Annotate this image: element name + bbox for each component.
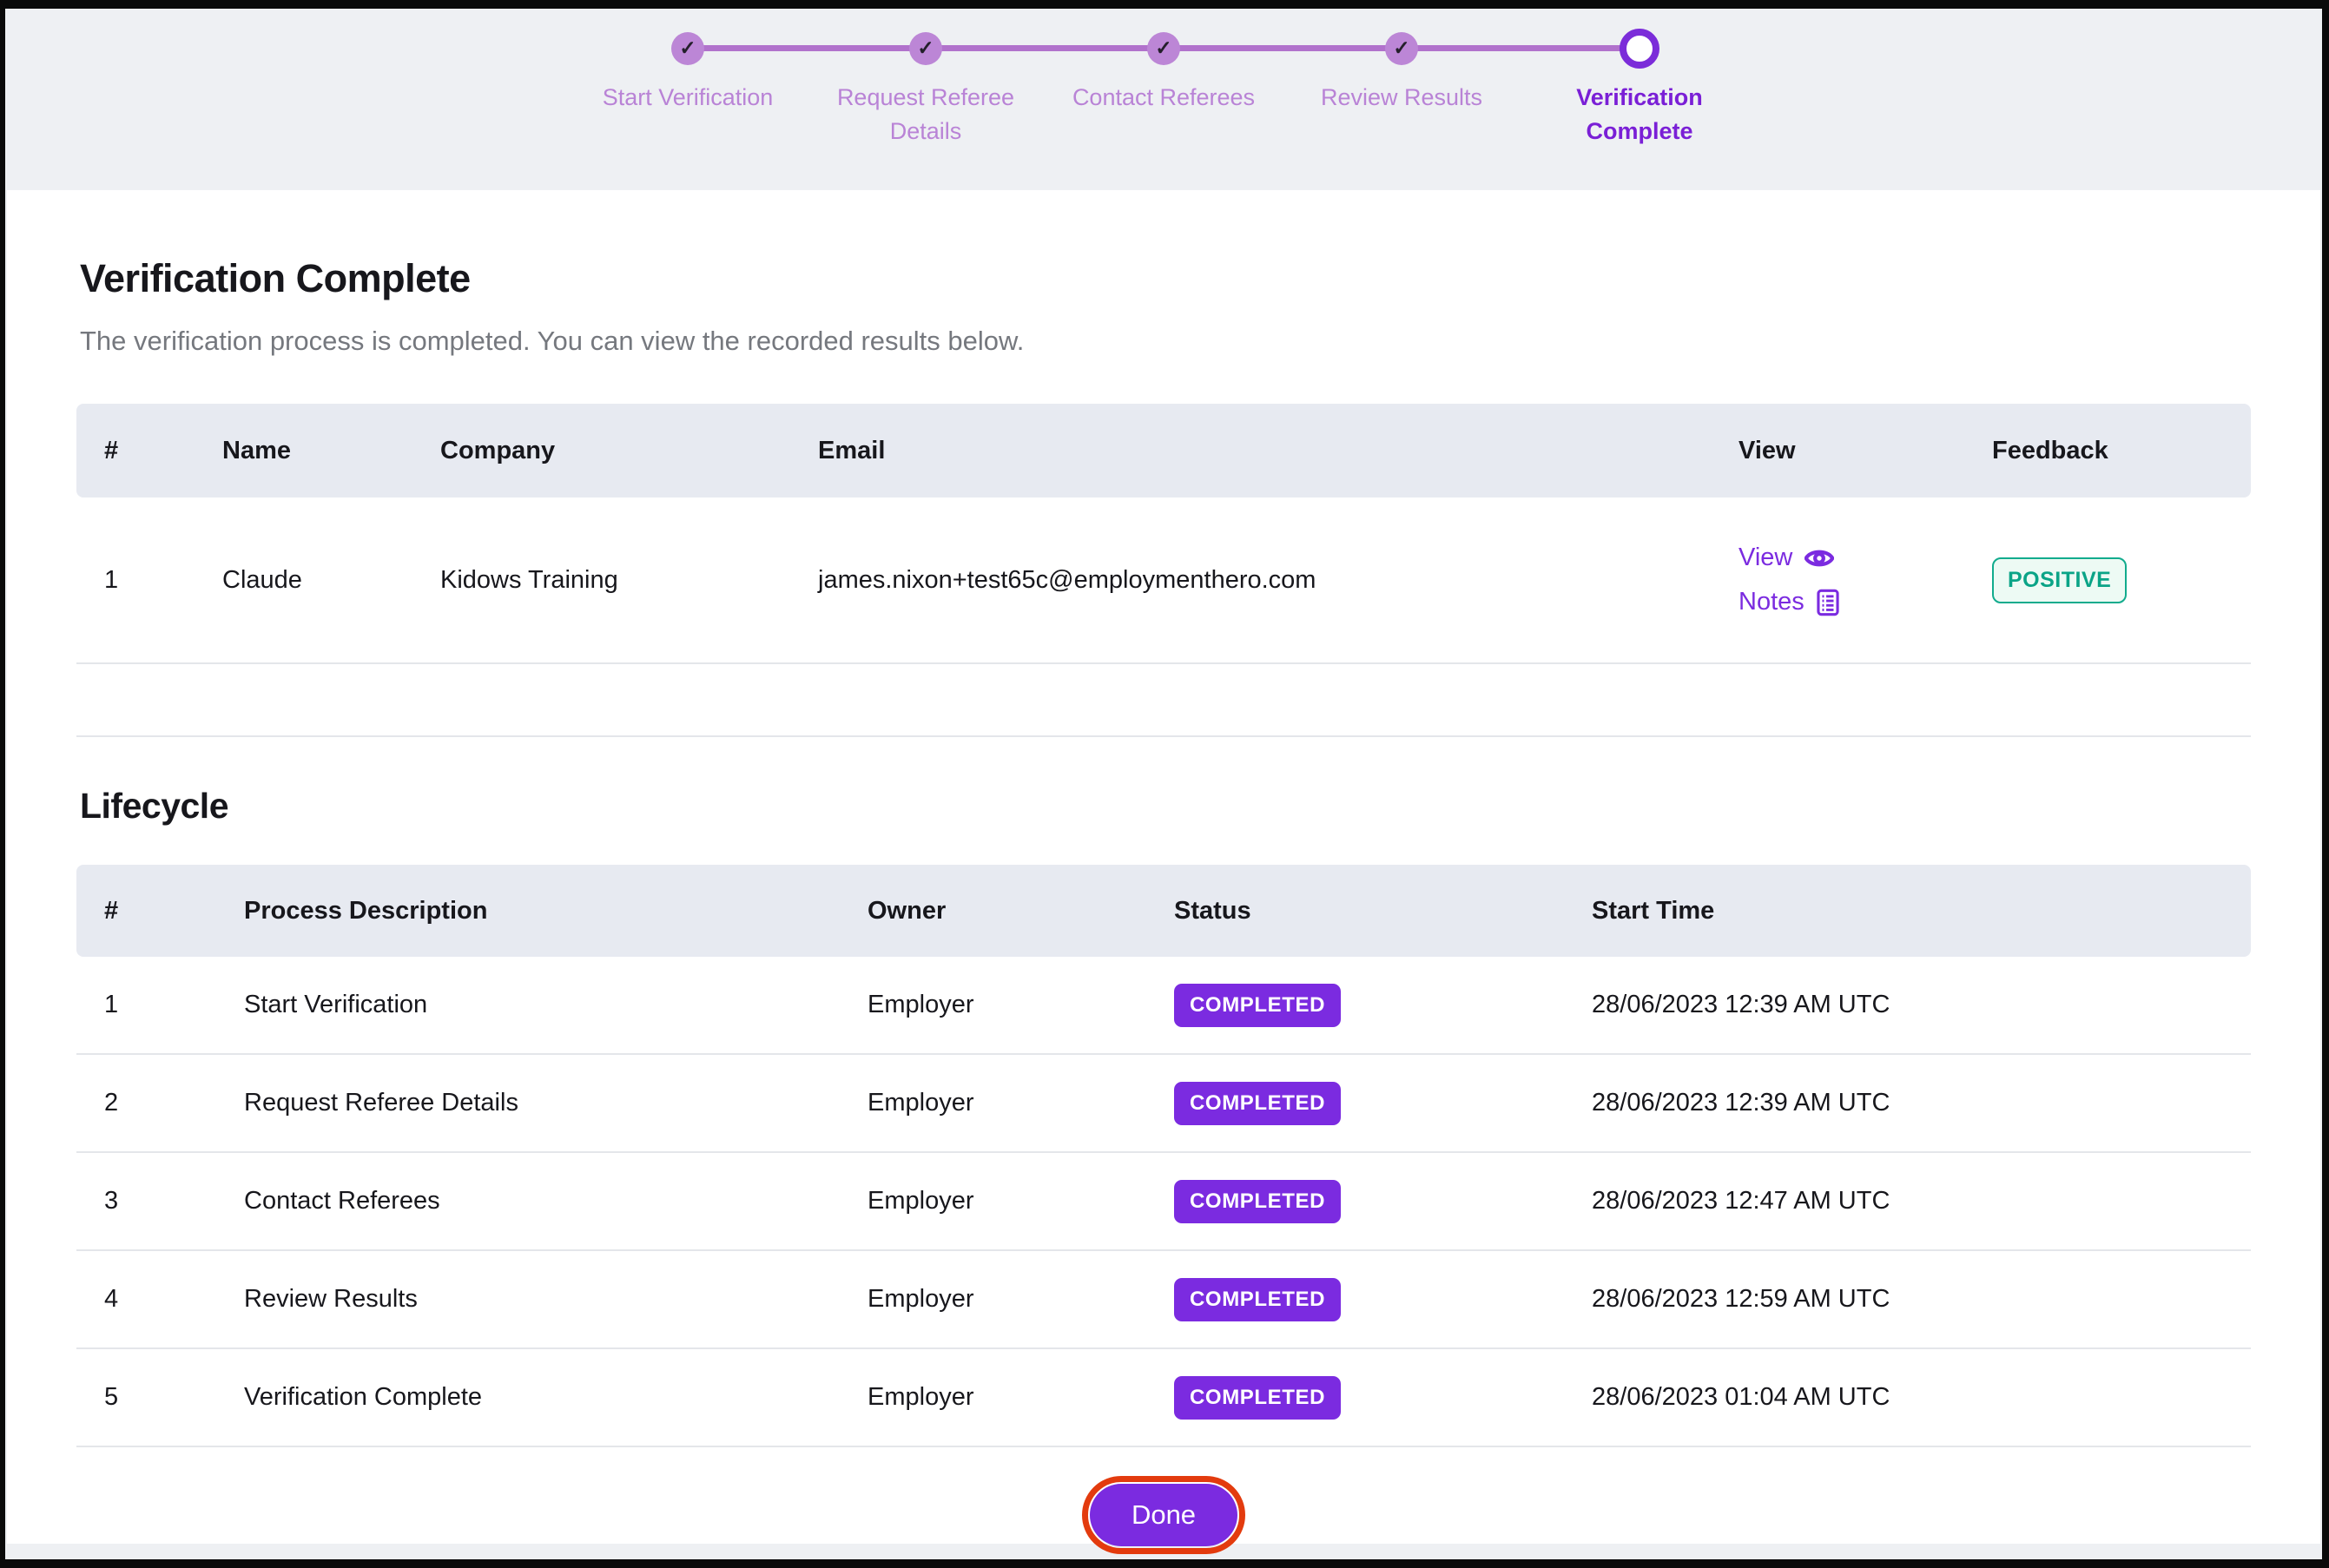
step-completed-dot: ✓ <box>1147 31 1180 65</box>
row-owner: Employer <box>868 1285 974 1313</box>
row-num: 1 <box>104 991 119 1018</box>
step-label: Contact Referees <box>1072 84 1256 110</box>
col-header-company: Company <box>440 436 556 464</box>
row-description: Request Referee Details <box>244 1089 518 1117</box>
view-link-label: View <box>1739 544 1793 571</box>
col-header-name: Name <box>222 436 291 464</box>
page-subtitle: The verification process is completed. Y… <box>80 326 1025 356</box>
lifecycle-table-header: # Process Description Owner Status Start… <box>76 865 2251 957</box>
referee-email: james.nixon+test65c@employmenthero.com <box>818 565 1316 594</box>
referee-table-header: # Name Company Email View Feedback <box>76 404 2251 497</box>
status-completed-badge: COMPLETED <box>1174 983 1342 1027</box>
row-start-time: 28/06/2023 01:04 AM UTC <box>1592 1383 1890 1411</box>
notes-link[interactable]: Notes <box>1739 588 1839 616</box>
verification-stepper: ✓ Start Verification ✓ Request Referee D… <box>569 24 1758 188</box>
col-header-num: # <box>104 896 119 925</box>
lifecycle-row: 2 Request Referee Details Employer COMPL… <box>76 1055 2251 1153</box>
col-header-num: # <box>104 436 119 464</box>
row-start-time: 28/06/2023 12:59 AM UTC <box>1592 1285 1890 1313</box>
col-header-owner: Owner <box>868 896 947 925</box>
check-icon: ✓ <box>1393 36 1410 59</box>
notes-icon <box>1817 589 1839 616</box>
step-label: Verification Complete <box>1576 84 1703 145</box>
row-description: Start Verification <box>244 991 428 1018</box>
lifecycle-row: 5 Verification Complete Employer COMPLET… <box>76 1349 2251 1447</box>
status-completed-badge: COMPLETED <box>1174 1081 1342 1125</box>
row-owner: Employer <box>868 1383 974 1411</box>
step-request-referee-details[interactable]: ✓ Request Referee Details <box>807 24 1045 148</box>
view-link[interactable]: View <box>1739 544 1835 572</box>
check-icon: ✓ <box>679 36 696 59</box>
col-header-status: Status <box>1174 896 1251 925</box>
done-button[interactable]: Done <box>1081 1476 1246 1554</box>
lifecycle-row: 4 Review Results Employer COMPLETED 28/0… <box>76 1251 2251 1349</box>
step-completed-dot: ✓ <box>671 31 704 65</box>
referee-table-footer-spacer <box>76 664 2251 737</box>
eye-icon <box>1804 547 1835 570</box>
step-label: Start Verification <box>602 84 774 110</box>
col-header-description: Process Description <box>244 896 488 925</box>
content-panel: Verification Complete The verification p… <box>7 190 2320 1554</box>
step-label: Review Results <box>1320 84 1483 110</box>
page-background: ✓ Start Verification ✓ Request Referee D… <box>5 9 2322 1559</box>
referee-company: Kidows Training <box>440 565 618 594</box>
row-start-time: 28/06/2023 12:47 AM UTC <box>1592 1187 1890 1215</box>
check-icon: ✓ <box>917 36 934 59</box>
step-completed-dot: ✓ <box>1385 31 1418 65</box>
lifecycle-section-title: Lifecycle <box>80 786 229 826</box>
row-owner: Employer <box>868 1187 974 1215</box>
col-header-email: Email <box>818 436 886 464</box>
row-description: Review Results <box>244 1285 418 1313</box>
referee-num: 1 <box>104 565 119 594</box>
status-completed-badge: COMPLETED <box>1174 1277 1342 1321</box>
step-verification-complete[interactable]: Verification Complete <box>1521 24 1758 148</box>
step-review-results[interactable]: ✓ Review Results <box>1283 24 1521 148</box>
page-title: Verification Complete <box>80 256 471 300</box>
feedback-positive-badge: POSITIVE <box>1992 557 2128 603</box>
check-icon: ✓ <box>1155 36 1172 59</box>
step-label: Request Referee Details <box>836 84 1015 145</box>
col-header-start-time: Start Time <box>1592 896 1715 925</box>
referee-name: Claude <box>222 565 302 594</box>
step-active-dot <box>1620 28 1659 69</box>
row-start-time: 28/06/2023 12:39 AM UTC <box>1592 1089 1890 1117</box>
row-owner: Employer <box>868 1089 974 1117</box>
row-owner: Employer <box>868 991 974 1018</box>
status-completed-badge: COMPLETED <box>1174 1375 1342 1420</box>
row-description: Verification Complete <box>244 1383 483 1411</box>
step-start-verification[interactable]: ✓ Start Verification <box>569 24 807 148</box>
lifecycle-row: 3 Contact Referees Employer COMPLETED 28… <box>76 1153 2251 1251</box>
row-description: Contact Referees <box>244 1187 440 1215</box>
lifecycle-row: 1 Start Verification Employer COMPLETED … <box>76 957 2251 1055</box>
status-completed-badge: COMPLETED <box>1174 1179 1342 1223</box>
row-num: 3 <box>104 1187 119 1215</box>
step-contact-referees[interactable]: ✓ Contact Referees <box>1045 24 1283 148</box>
row-num: 2 <box>104 1089 119 1117</box>
col-header-feedback: Feedback <box>1992 436 2108 464</box>
row-num: 5 <box>104 1383 119 1411</box>
referee-table-row: 1 Claude Kidows Training james.nixon+tes… <box>76 497 2251 664</box>
step-completed-dot: ✓ <box>909 31 942 65</box>
row-start-time: 28/06/2023 12:39 AM UTC <box>1592 991 1890 1018</box>
notes-link-label: Notes <box>1739 588 1804 616</box>
col-header-view: View <box>1739 436 1796 464</box>
row-num: 4 <box>104 1285 119 1313</box>
